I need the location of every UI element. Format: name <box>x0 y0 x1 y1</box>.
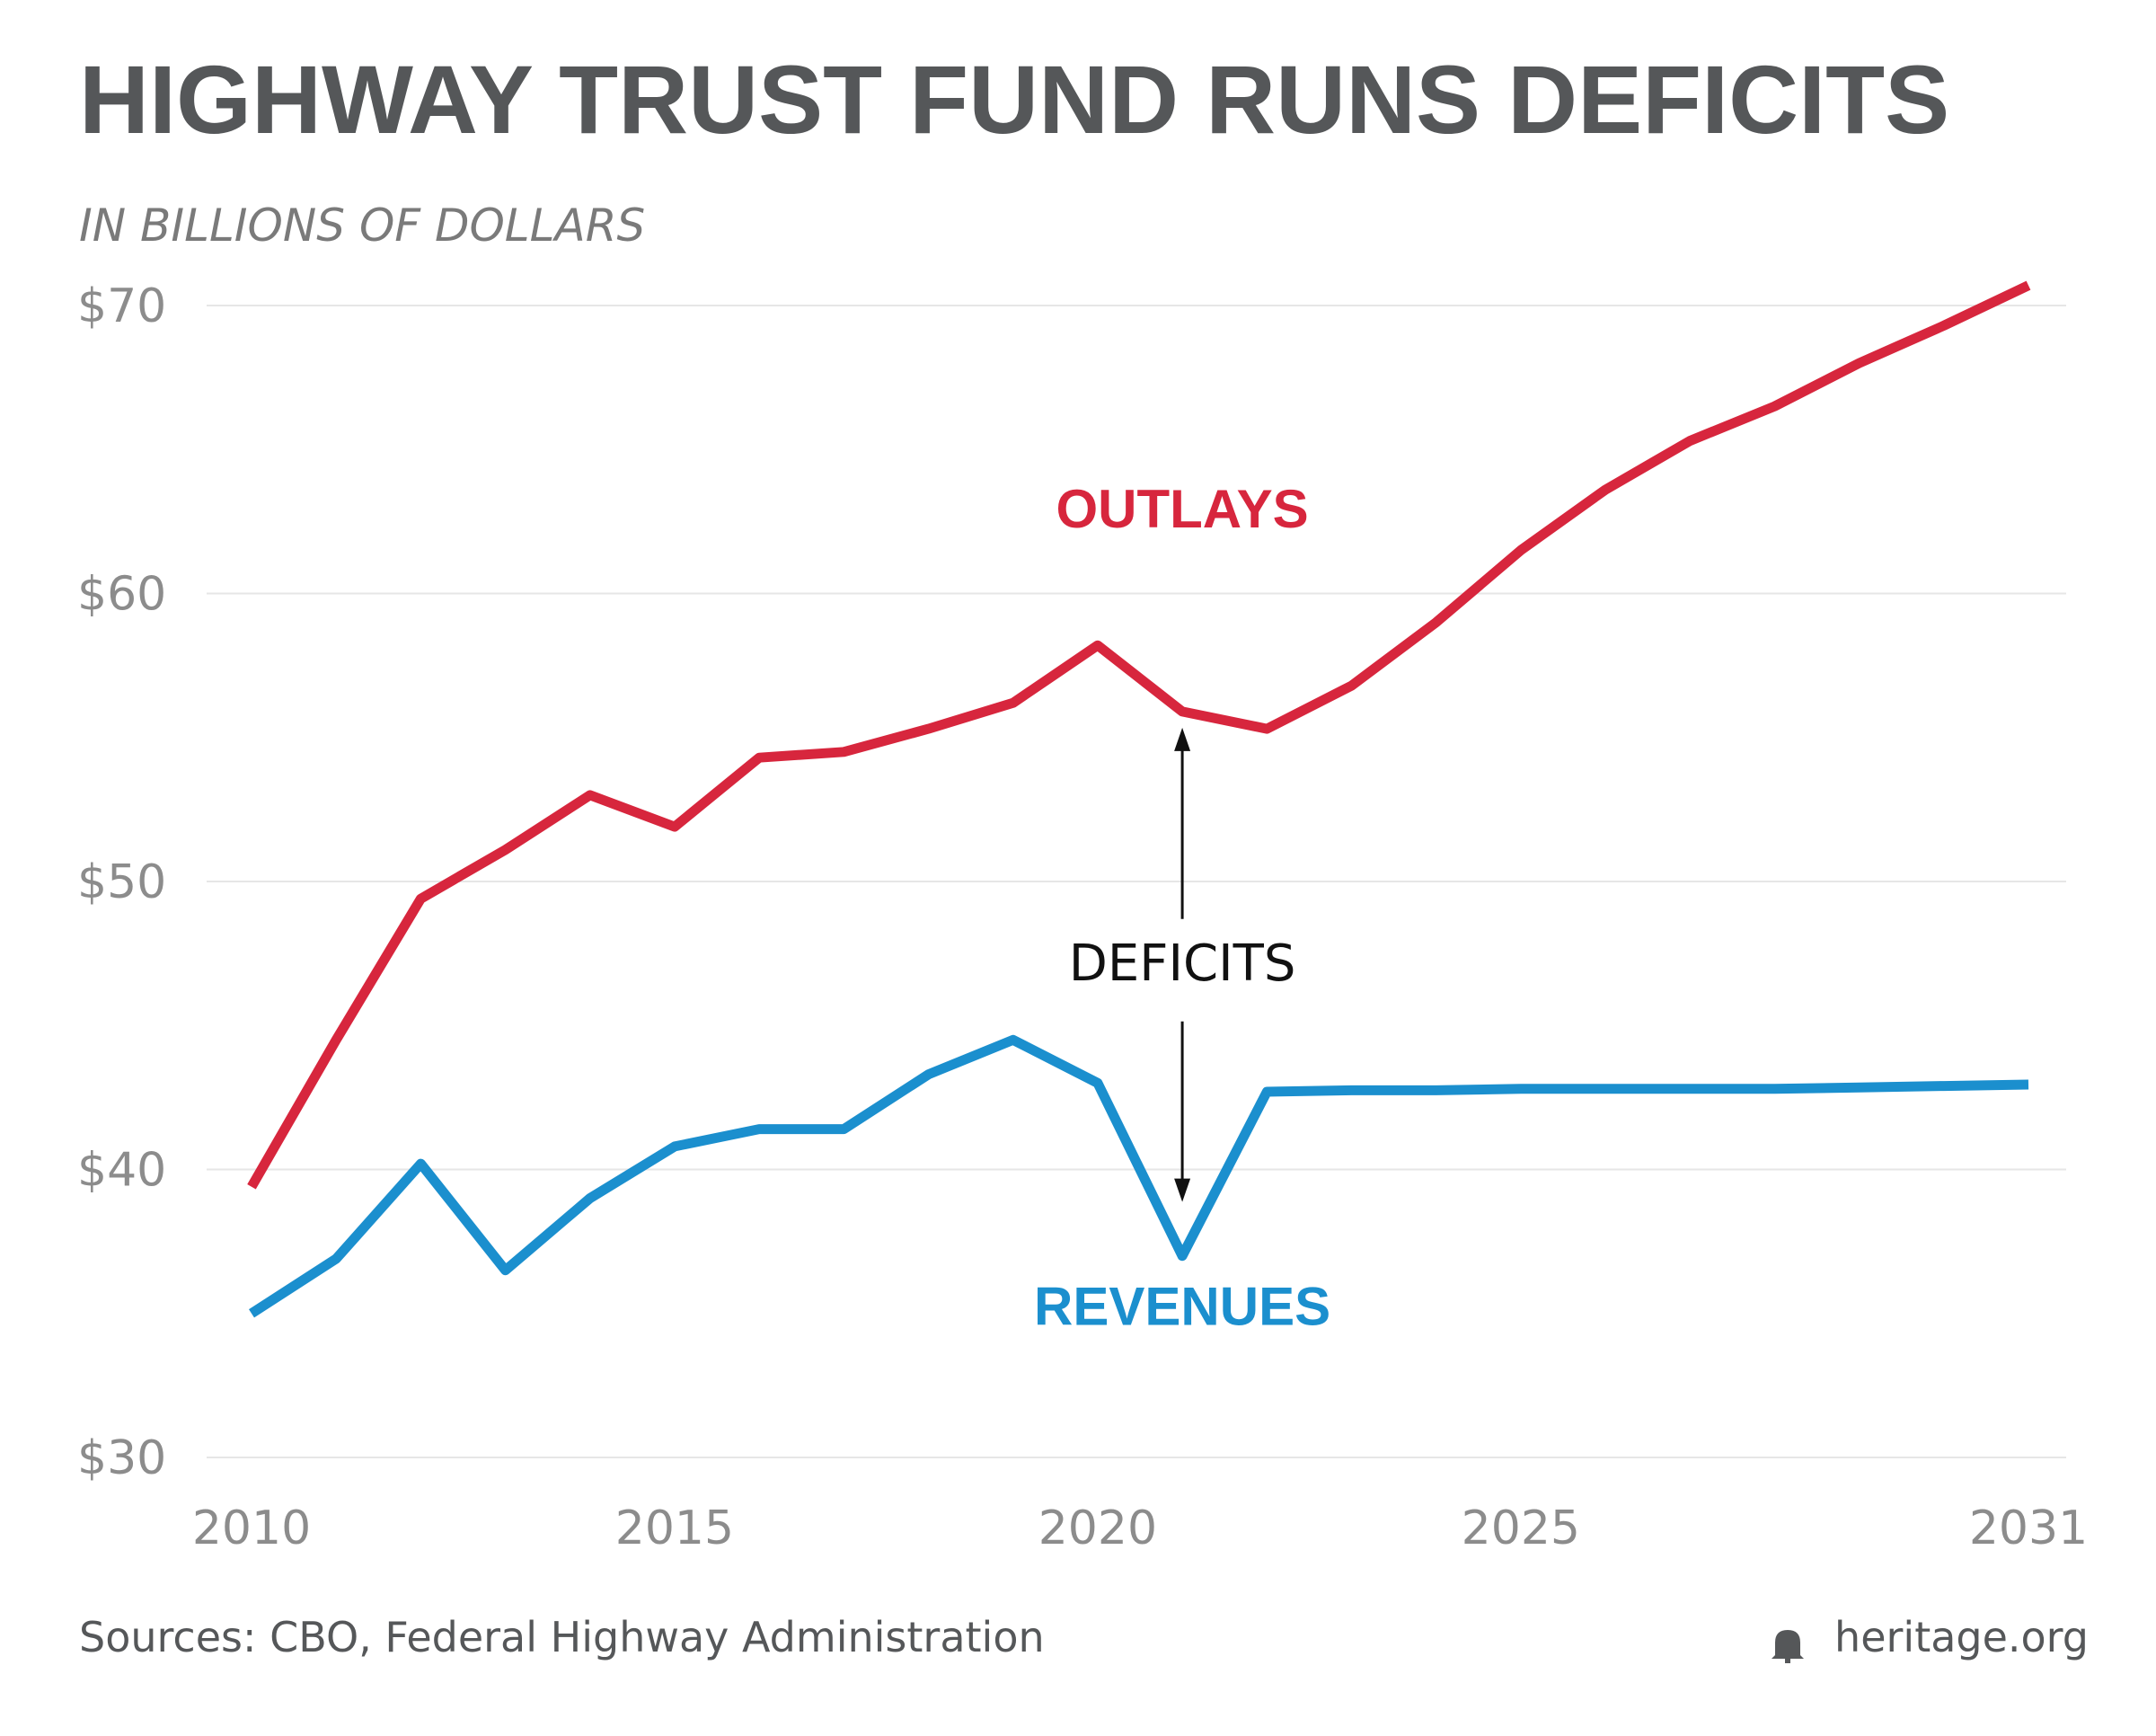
x-tick-label: 2031 <box>1969 1501 2088 1555</box>
sources-note: Sources: CBO, Federal Highway Administra… <box>79 1613 1045 1661</box>
outlays-series-label: OUTLAYS <box>1056 479 1309 539</box>
y-axis-ticks: $30 $40 $50 $60 $70 <box>77 279 166 1485</box>
series-line-outlays <box>247 280 2031 1190</box>
x-axis-ticks: 2010 2015 2020 2025 2031 <box>192 1501 2088 1555</box>
revenues-series-label: REVENUES <box>1034 1277 1330 1337</box>
y-tick-label: $30 <box>77 1431 166 1485</box>
chart-subtitle: IN BILLIONS OF DOLLARS <box>79 199 645 252</box>
deficits-label: DEFICITS <box>1069 934 1296 993</box>
y-tick-label: $70 <box>77 279 166 333</box>
series-lines <box>247 280 2031 1318</box>
deficit-arrowhead-up <box>1174 727 1191 751</box>
x-tick-label: 2020 <box>1038 1501 1157 1555</box>
liberty-bell-icon <box>1772 1630 1804 1663</box>
deficit-arrowhead-down <box>1174 1178 1191 1202</box>
y-tick-label: $40 <box>77 1144 166 1198</box>
gridlines <box>207 305 2066 1458</box>
x-tick-label: 2015 <box>615 1501 734 1555</box>
site-url: heritage.org <box>1834 1613 2089 1661</box>
series-line-revenues <box>249 1034 2029 1318</box>
x-tick-label: 2010 <box>192 1501 311 1555</box>
deficit-annotation: DEFICITS <box>1069 727 1296 1202</box>
y-tick-label: $60 <box>77 568 166 622</box>
chart-title: HIGHWAY TRUST FUND RUNS DEFICITS <box>79 45 1949 154</box>
y-tick-label: $50 <box>77 855 166 909</box>
x-tick-label: 2025 <box>1462 1501 1580 1555</box>
